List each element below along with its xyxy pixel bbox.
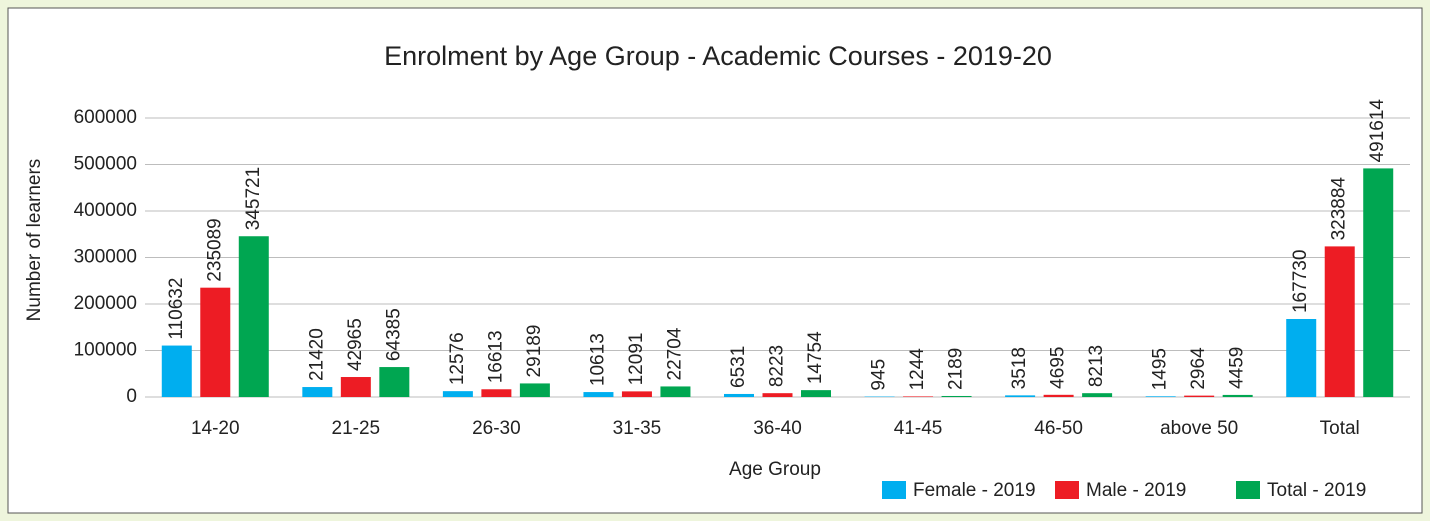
y-tick-label: 500000 xyxy=(74,154,137,175)
value-label: 1495 xyxy=(1150,348,1171,390)
value-label: 6531 xyxy=(728,346,749,388)
y-tick-label: 400000 xyxy=(74,200,137,221)
bar xyxy=(660,386,691,397)
x-tick-label: above 50 xyxy=(1160,418,1238,439)
value-label: 12576 xyxy=(447,332,468,385)
bar xyxy=(1222,394,1253,397)
bar xyxy=(801,390,831,397)
legend-label: Female - 2019 xyxy=(913,480,1036,501)
bar xyxy=(1005,395,1036,397)
value-label: 16613 xyxy=(485,330,506,383)
legend-label: Male - 2019 xyxy=(1086,480,1186,501)
bar xyxy=(903,396,934,397)
y-tick-label: 600000 xyxy=(74,107,137,128)
value-label: 2964 xyxy=(1188,347,1209,390)
bar xyxy=(1286,319,1317,397)
x-tick-label: 36-40 xyxy=(753,418,802,439)
y-tick-label: 100000 xyxy=(74,340,137,361)
y-tick-label: 300000 xyxy=(74,247,137,268)
value-label: 235089 xyxy=(204,218,225,281)
x-tick-label: 41-45 xyxy=(894,418,943,439)
value-label: 167730 xyxy=(1290,250,1311,313)
x-tick-label: 46-50 xyxy=(1034,418,1083,439)
value-label: 3518 xyxy=(1009,347,1030,389)
value-label: 8213 xyxy=(1086,345,1107,387)
value-label: 29189 xyxy=(524,325,545,378)
bar xyxy=(1324,246,1355,397)
bar xyxy=(1145,396,1176,397)
value-label: 345721 xyxy=(243,167,264,230)
bar xyxy=(200,287,231,397)
value-label: 64385 xyxy=(383,308,404,361)
legend-swatch xyxy=(882,481,906,499)
x-tick-label: 26-30 xyxy=(472,418,521,439)
x-tick-label: 21-25 xyxy=(332,418,381,439)
value-label: 21420 xyxy=(306,328,327,381)
bar xyxy=(302,387,333,397)
bar xyxy=(583,392,614,397)
value-label: 10613 xyxy=(587,333,608,386)
bar xyxy=(724,393,754,397)
legend-label: Total - 2019 xyxy=(1267,480,1366,501)
bar xyxy=(161,345,192,397)
value-label: 14754 xyxy=(805,331,826,384)
bar xyxy=(442,391,473,397)
x-tick-label: 31-35 xyxy=(613,418,662,439)
x-tick-label: 14-20 xyxy=(191,418,240,439)
value-label: 42965 xyxy=(345,318,366,371)
bar xyxy=(762,393,793,397)
y-tick-label: 200000 xyxy=(74,293,137,314)
legend-swatch xyxy=(1236,481,1260,499)
x-axis-label: Age Group xyxy=(729,459,821,480)
value-label: 8223 xyxy=(767,345,788,387)
bar xyxy=(379,367,410,397)
bar xyxy=(1043,394,1074,397)
bar xyxy=(1363,168,1394,397)
y-axis-label: Number of learners xyxy=(24,159,45,322)
value-label: 2189 xyxy=(946,348,967,390)
bar xyxy=(519,383,550,397)
legend-swatch xyxy=(1055,481,1079,499)
bar xyxy=(481,389,512,397)
value-label: 4459 xyxy=(1227,347,1248,389)
value-label: 12091 xyxy=(626,333,647,386)
bar xyxy=(1082,393,1113,397)
bar xyxy=(238,236,269,397)
x-tick-label: Total xyxy=(1320,418,1360,439)
value-label: 22704 xyxy=(664,327,685,380)
chart-title: Enrolment by Age Group - Academic Course… xyxy=(384,41,1052,71)
value-label: 945 xyxy=(869,359,890,391)
bar xyxy=(941,395,972,397)
value-label: 491614 xyxy=(1367,99,1388,163)
bar xyxy=(621,391,652,397)
value-label: 323884 xyxy=(1329,177,1350,241)
value-label: 1244 xyxy=(907,348,928,391)
y-tick-label: 0 xyxy=(126,386,137,407)
value-label: 110632 xyxy=(166,278,187,340)
bar xyxy=(1184,395,1215,397)
value-label: 4695 xyxy=(1048,347,1069,389)
bar xyxy=(340,377,371,397)
